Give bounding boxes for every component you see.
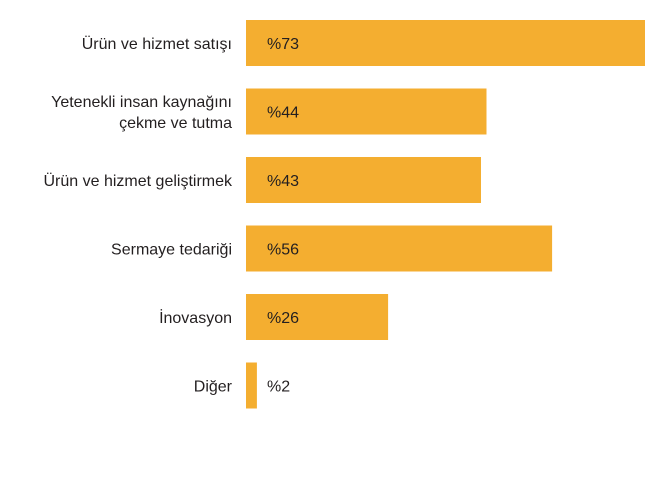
bar-3 xyxy=(246,225,553,272)
value-label-5: %2 xyxy=(267,379,290,396)
bar-5 xyxy=(246,362,257,409)
category-label-0: Ürün ve hizmet satışı xyxy=(82,35,232,53)
category-label-3: Sermaye tedariği xyxy=(111,242,232,259)
category-label-4: İnovasyon xyxy=(159,308,232,327)
bar-1 xyxy=(246,88,487,135)
value-label-3: %56 xyxy=(267,242,299,259)
category-label-5: Diğer xyxy=(194,379,233,396)
category-label-2: Ürün ve hizmet geliştirmek xyxy=(44,172,234,190)
category-label-4-line-0: İnovasyon xyxy=(159,308,232,327)
category-label-3-line-0: Sermaye tedariği xyxy=(111,242,232,259)
bar-0 xyxy=(246,20,645,66)
category-label-1: Yetenekli insan kaynağını çekme ve tutma xyxy=(51,94,232,132)
category-label-1-line-1: çekme ve tutma xyxy=(119,115,232,132)
category-label-5-line-0: Diğer xyxy=(194,379,233,396)
bar-2 xyxy=(246,157,481,203)
value-label-2: %43 xyxy=(267,173,299,190)
value-label-4: %26 xyxy=(267,310,299,327)
category-label-2-line-0: Ürün ve hizmet geliştirmek xyxy=(44,172,234,190)
bar-4 xyxy=(246,294,389,340)
category-label-0-line-0: Ürün ve hizmet satışı xyxy=(82,35,232,53)
category-label-1-line-0: Yetenekli insan kaynağını xyxy=(51,94,232,111)
value-label-0: %73 xyxy=(267,36,299,53)
value-label-1: %44 xyxy=(267,105,299,122)
